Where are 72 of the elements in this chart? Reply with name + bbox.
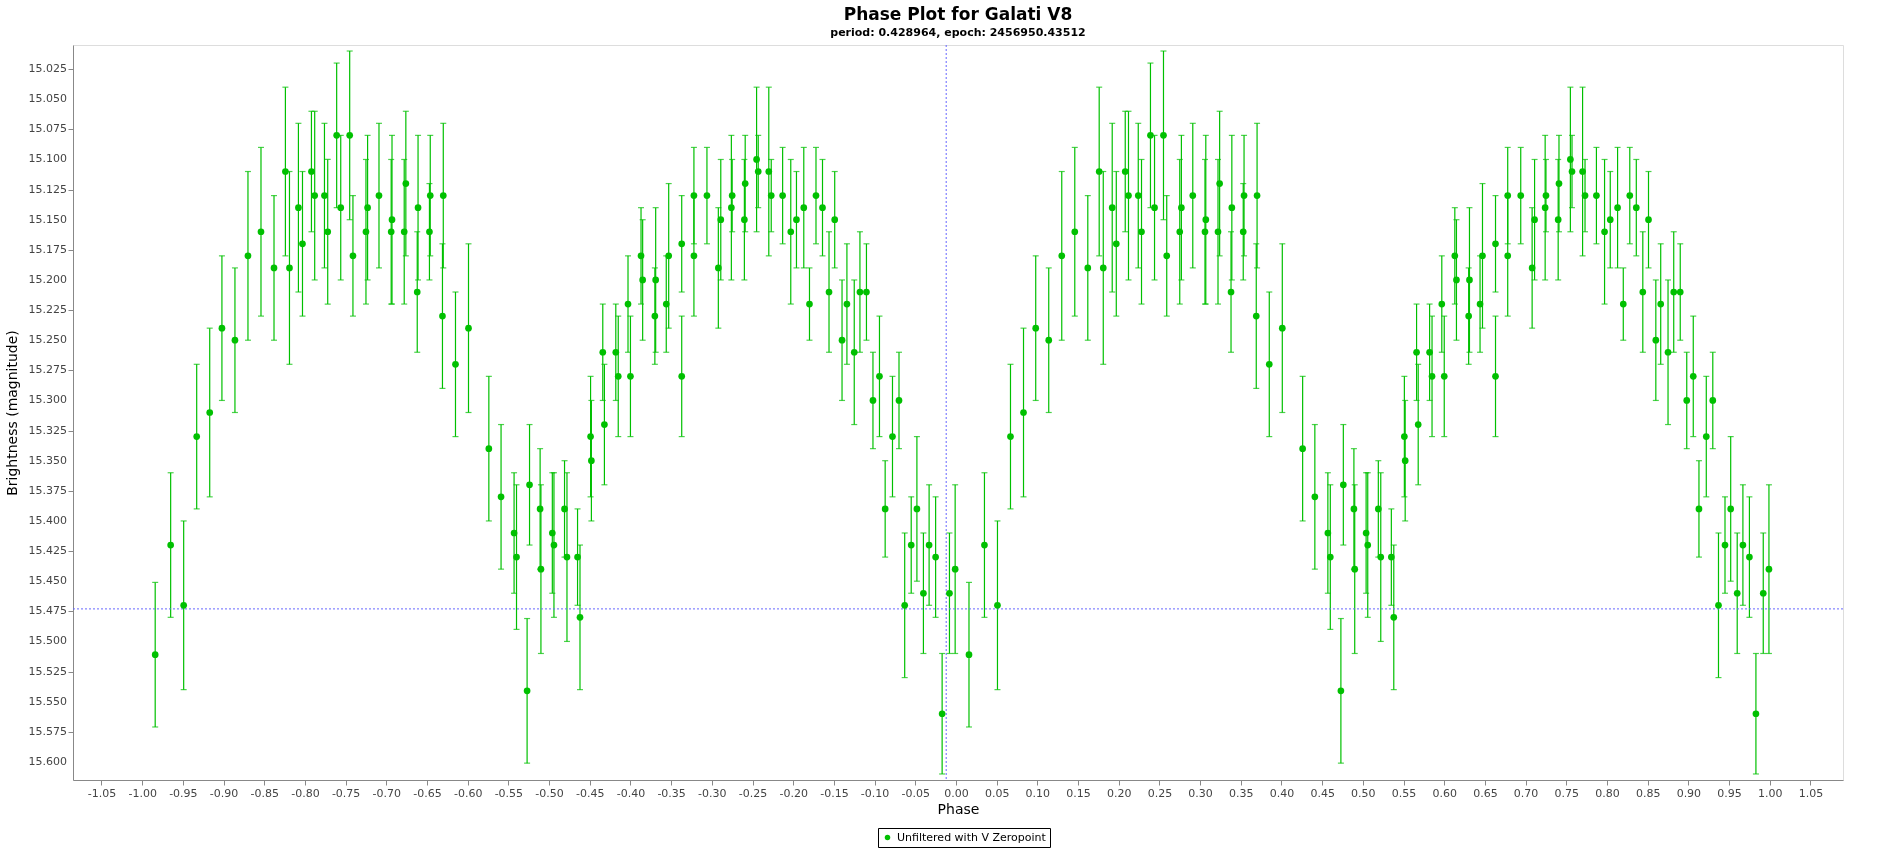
x-tick-label: 0.50 [1351, 786, 1376, 800]
y-tick-label: 15.400 [28, 513, 67, 527]
x-tick-label: 0.85 [1635, 786, 1661, 800]
x-tick-label: -0.50 [535, 786, 564, 800]
x-tick-label: -0.40 [616, 786, 646, 800]
x-tick-label: -0.65 [413, 786, 442, 800]
x-tick-label: -0.95 [169, 786, 198, 800]
y-tick-label: 15.125 [28, 182, 67, 196]
x-tick-label: 1.00 [1758, 786, 1783, 800]
y-tick-label: 15.075 [28, 122, 67, 136]
x-tick-label: 0.75 [1554, 786, 1580, 800]
chart-subtitle: period: 0.428964, epoch: 2456950.43512 [830, 25, 1086, 39]
y-tick-label: 15.050 [28, 92, 67, 106]
x-tick-label: 0.00 [944, 786, 969, 800]
x-tick-label: -0.55 [494, 786, 524, 800]
chart-title: Phase Plot for Galati V8 [843, 3, 1073, 24]
x-tick-label: 0.45 [1310, 786, 1335, 800]
x-tick-label: -0.30 [698, 786, 727, 800]
y-tick-label: 15.225 [28, 303, 67, 317]
x-tick-label: 0.70 [1513, 786, 1539, 800]
y-axis-title: Brightness (magnitude) [4, 330, 20, 496]
y-tick-label: 15.575 [28, 724, 67, 738]
x-tick-label: -0.15 [820, 786, 849, 800]
y-tick-label: 15.375 [28, 483, 67, 497]
x-tick-label: 0.80 [1595, 786, 1620, 800]
x-tick-label: -0.75 [331, 786, 361, 800]
x-tick-label: 0.20 [1106, 786, 1132, 800]
x-tick-label: -0.20 [779, 786, 808, 800]
y-tick-label: 15.300 [28, 393, 67, 407]
y-tick-label: 15.525 [28, 664, 67, 678]
x-tick-label: -0.45 [576, 786, 605, 800]
y-tick-label: 15.250 [28, 333, 67, 347]
x-tick-label: -0.80 [291, 786, 320, 800]
x-tick-label: -0.90 [209, 786, 239, 800]
x-tick-label: 1.05 [1798, 786, 1824, 800]
x-tick-label: -1.05 [87, 786, 117, 800]
y-tick-label: 15.450 [28, 574, 67, 588]
x-tick-label: 0.65 [1473, 786, 1498, 800]
x-tick-label: -0.25 [738, 786, 768, 800]
y-tick-label: 15.475 [28, 604, 67, 618]
x-tick-label: -0.35 [657, 786, 686, 800]
y-tick-label: 15.025 [28, 62, 67, 76]
x-tick-label: 0.60 [1432, 786, 1457, 800]
y-tick-label: 15.425 [28, 544, 67, 558]
text: Unfiltered with V Zeropoint [897, 830, 1047, 844]
x-tick-label: 0.95 [1717, 786, 1742, 800]
x-tick-label: 0.15 [1066, 786, 1091, 800]
x-axis-title: Phase [937, 800, 980, 817]
x-tick-label: -1.00 [128, 786, 157, 800]
y-tick-label: 15.600 [28, 754, 67, 768]
y-tick-label: 15.200 [28, 272, 67, 286]
x-tick-label: 0.25 [1147, 786, 1173, 800]
x-tick-label: 0.05 [984, 786, 1010, 800]
x-tick-label: -0.85 [250, 786, 279, 800]
y-tick-label: 15.500 [28, 634, 67, 648]
x-tick-label: -0.70 [372, 786, 402, 800]
x-tick-label: 0.10 [1025, 786, 1051, 800]
y-tick-label: 15.550 [28, 694, 67, 708]
x-tick-label: 0.40 [1269, 786, 1295, 800]
y-tick-label: 15.150 [28, 212, 67, 226]
y-tick-label: 15.350 [28, 453, 67, 467]
y-tick-label: 15.100 [28, 152, 67, 166]
x-tick-label: 0.55 [1391, 786, 1417, 800]
y-tick-label: 15.175 [28, 242, 67, 256]
x-tick-label: -0.60 [453, 786, 483, 800]
y-tick-label: 15.275 [28, 363, 67, 377]
y-tick-label: 15.325 [28, 423, 67, 437]
x-tick-label: 0.35 [1229, 786, 1254, 800]
x-tick-label: -0.10 [860, 786, 890, 800]
x-tick-label: -0.05 [901, 786, 931, 800]
x-tick-label: 0.90 [1676, 786, 1702, 800]
x-tick-label: 0.30 [1188, 786, 1213, 800]
